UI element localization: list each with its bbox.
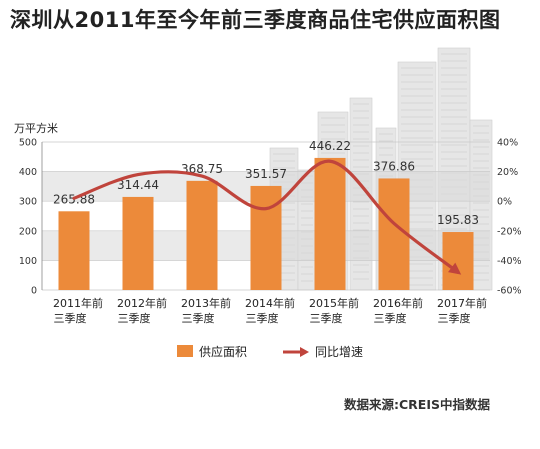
source-note: 数据来源:CREIS中指数据 bbox=[344, 397, 490, 412]
bar bbox=[314, 157, 346, 290]
bar bbox=[250, 185, 282, 290]
y-right-tick-label: -40% bbox=[497, 256, 522, 267]
y-right-tick-label: -20% bbox=[497, 226, 522, 237]
growth-line-arrowhead bbox=[448, 262, 462, 275]
x-category-label: 2011年前三季度 bbox=[53, 296, 103, 325]
legend-label-line: 同比增速 bbox=[315, 345, 363, 359]
y-right-tick-label: 20% bbox=[497, 167, 518, 178]
bar-value-label: 446.22 bbox=[309, 139, 351, 153]
x-category-label: 2015年前三季度 bbox=[309, 296, 359, 325]
x-category-label: 2014年前三季度 bbox=[245, 296, 295, 325]
legend-label-bar: 供应面积 bbox=[199, 344, 247, 359]
y-left-tick-label: 500 bbox=[19, 138, 37, 149]
y-left-tick-label: 100 bbox=[19, 256, 37, 267]
x-category-label: 2016年前三季度 bbox=[373, 296, 423, 325]
bar bbox=[58, 211, 90, 290]
x-category-label: 2013年前三季度 bbox=[181, 296, 231, 325]
y-axis-unit: 万平方米 bbox=[14, 122, 58, 135]
legend-swatch-arrow bbox=[300, 347, 309, 357]
x-category-label: 2012年前三季度 bbox=[117, 296, 167, 325]
y-left-tick-label: 0 bbox=[31, 286, 37, 297]
y-left-tick-label: 200 bbox=[19, 226, 37, 237]
bar bbox=[122, 196, 154, 290]
bar bbox=[442, 232, 474, 290]
growth-line bbox=[72, 159, 460, 274]
y-right-tick-label: 40% bbox=[497, 138, 518, 149]
y-right-tick-label: 0% bbox=[497, 197, 512, 208]
x-category-label: 2017年前三季度 bbox=[437, 296, 487, 325]
y-left-tick-label: 400 bbox=[19, 167, 37, 178]
y-left-tick-label: 300 bbox=[19, 197, 37, 208]
y-right-tick-label: -60% bbox=[497, 286, 522, 297]
bar bbox=[378, 178, 410, 290]
bar-value-label: 314.44 bbox=[117, 178, 159, 192]
bar-value-label: 195.83 bbox=[437, 213, 479, 227]
bar bbox=[186, 180, 218, 290]
chart-title: 深圳从2011年至今年前三季度商品住宅供应面积图 bbox=[10, 8, 501, 32]
bar-value-label: 376.86 bbox=[373, 159, 415, 173]
bar-value-label: 351.57 bbox=[245, 167, 287, 181]
legend-swatch-bar bbox=[177, 345, 193, 357]
